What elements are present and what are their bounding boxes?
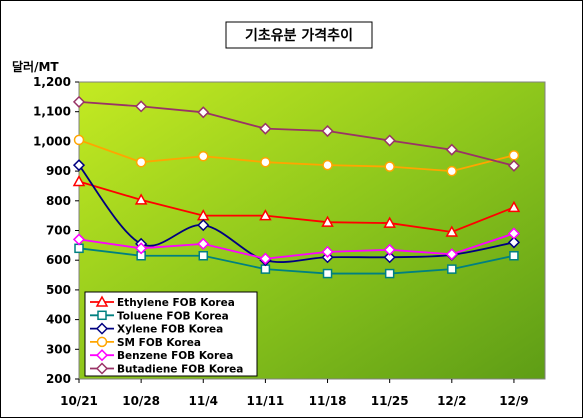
data-point: [198, 151, 209, 162]
data-point: [322, 159, 333, 171]
data-point: [74, 243, 84, 254]
y-tick-label: 300: [46, 342, 71, 356]
series-line: [78, 101, 515, 167]
legend-item: Butadiene FOB Korea: [90, 362, 243, 376]
series-layer: [72, 95, 521, 279]
y-tick-label: 400: [46, 313, 71, 327]
data-point: [197, 106, 210, 119]
y-tick-label: 900: [46, 164, 71, 178]
legend-label: Ethylene FOB Korea: [117, 297, 235, 309]
data-point: [445, 248, 458, 261]
series-line: [78, 180, 515, 233]
data-point: [72, 174, 86, 187]
legend-label: Butadiene FOB Korea: [117, 364, 243, 376]
data-point: [321, 245, 334, 258]
x-tick-label: 12/2: [437, 394, 466, 408]
data-point: [322, 268, 333, 279]
y-tick-label: 500: [46, 283, 71, 297]
series-4: [72, 227, 520, 265]
series-line: [78, 247, 515, 275]
legend-item: Benzene FOB Korea: [90, 349, 233, 362]
chart-title: 기초유분 가격추이: [245, 27, 353, 44]
data-point: [446, 165, 458, 177]
series-5: [72, 95, 520, 172]
y-tick-label: 200: [46, 372, 71, 386]
legend-marker: [95, 349, 109, 362]
legend-label: Toluene FOB Korea: [117, 310, 229, 322]
data-point: [197, 237, 210, 250]
series-1: [74, 243, 519, 279]
legend-label: Benzene FOB Korea: [117, 350, 233, 362]
y-tick-label: 1,000: [33, 134, 71, 148]
series-3: [73, 134, 520, 177]
data-point: [135, 156, 147, 168]
legend-marker: [95, 295, 109, 307]
legend-marker: [95, 362, 109, 375]
data-point: [384, 268, 395, 279]
data-point: [507, 159, 520, 172]
y-tick-label: 800: [46, 194, 71, 208]
data-point: [383, 134, 396, 147]
data-point: [198, 250, 209, 261]
y-axis-label: 달러/MT: [12, 59, 59, 74]
data-point: [72, 233, 86, 246]
data-point: [507, 236, 520, 249]
data-point: [384, 161, 395, 172]
y-tick-label: 1,200: [33, 75, 71, 89]
data-point: [197, 219, 210, 232]
data-point: [135, 100, 148, 113]
data-point: [447, 264, 457, 274]
legend-label: SM FOB Korea: [117, 337, 201, 349]
y-tick-label: 700: [46, 224, 71, 238]
data-point: [260, 264, 271, 274]
data-point: [383, 216, 396, 228]
data-point: [134, 193, 148, 205]
legend-marker: [96, 336, 108, 348]
legend-marker: [95, 322, 109, 335]
data-point: [445, 143, 458, 156]
legend-box: [84, 291, 258, 377]
data-point: [259, 209, 272, 221]
y-tick-label: 1,100: [33, 105, 71, 119]
axis-layer: 200 300 400 500 600 700 800 900 1,000 1,100 1,200 1…: [33, 75, 529, 408]
data-point: [260, 156, 271, 168]
legend-label: Xylene FOB Korea: [117, 324, 223, 336]
x-tick-label: 11/25: [371, 394, 409, 408]
x-tick-label: 12/9: [499, 394, 528, 408]
data-point: [135, 242, 148, 255]
data-point: [445, 225, 459, 237]
x-tick-label: 10/28: [122, 394, 160, 408]
series-line: [78, 139, 515, 173]
x-tick-label: 11/4: [189, 394, 218, 408]
legend-item: Xylene FOB Korea: [90, 322, 223, 336]
data-point: [509, 250, 519, 261]
data-point: [72, 95, 86, 108]
legend-item: SM FOB Korea: [90, 336, 201, 349]
data-point: [383, 243, 396, 256]
data-point: [259, 122, 272, 135]
data-point: [383, 251, 396, 264]
data-point: [259, 252, 272, 265]
x-tick-label: 10/21: [60, 394, 98, 408]
x-tick-label: 11/18: [309, 394, 347, 408]
data-point: [73, 134, 85, 146]
legend-marker: [97, 310, 107, 321]
data-point: [507, 200, 521, 213]
y-tick-label: 600: [46, 253, 71, 267]
series-line: [78, 232, 515, 260]
data-point: [508, 150, 520, 161]
legend-item: Toluene FOB Korea: [90, 310, 229, 322]
data-point: [507, 227, 520, 240]
legend-item: Ethylene FOB Korea: [90, 295, 235, 309]
data-point: [321, 124, 334, 138]
data-point: [321, 215, 334, 227]
data-point: [72, 159, 86, 172]
x-tick-label: 11/11: [247, 394, 285, 408]
title-box: [225, 21, 373, 49]
